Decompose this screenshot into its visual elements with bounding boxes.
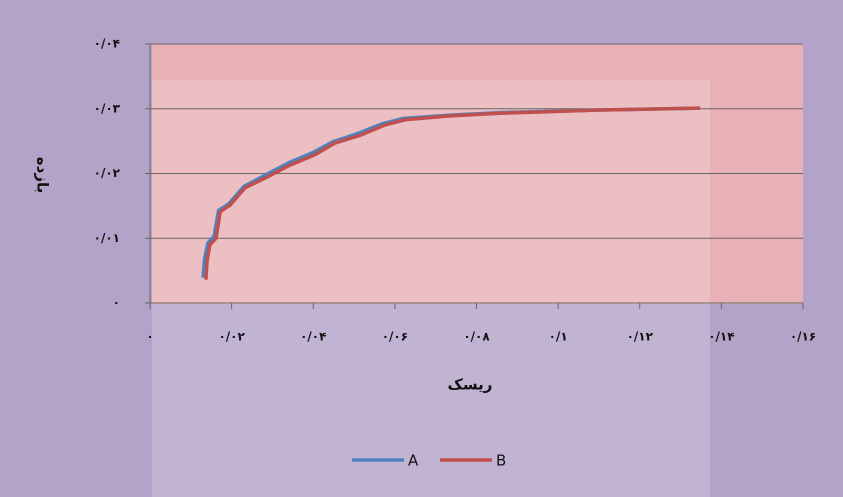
y-tick-label: ۰/۰۳ — [94, 101, 121, 115]
x-axis-title: ریسک — [448, 376, 493, 394]
x-tick-label: ۰/۰۶ — [382, 330, 408, 344]
x-tick-label: ۰/۰۴ — [300, 330, 326, 344]
watermark — [152, 80, 710, 497]
y-tick-label: ۰/۰۱ — [94, 231, 120, 245]
x-tick-label: ۰/۰۸ — [463, 330, 490, 344]
x-tick-label: ۰ — [146, 330, 153, 344]
y-axis-title: بازده — [34, 157, 52, 193]
y-tick-label: ۰/۰۴ — [94, 37, 120, 51]
x-tick-label: ۰/۱۴ — [708, 330, 734, 344]
legend-label: B — [496, 452, 506, 470]
legend-label: A — [408, 452, 419, 470]
x-tick-label: ۰/۱۶ — [790, 330, 816, 344]
series-line — [204, 106, 701, 280]
y-tick-label: ۰ — [113, 296, 120, 310]
x-tick-label: ۰/۰۲ — [218, 330, 245, 344]
x-tick-label: ۰/۱ — [549, 330, 568, 344]
x-tick-label: ۰/۱۲ — [627, 330, 654, 344]
y-tick-label: ۰/۰۲ — [94, 166, 121, 180]
